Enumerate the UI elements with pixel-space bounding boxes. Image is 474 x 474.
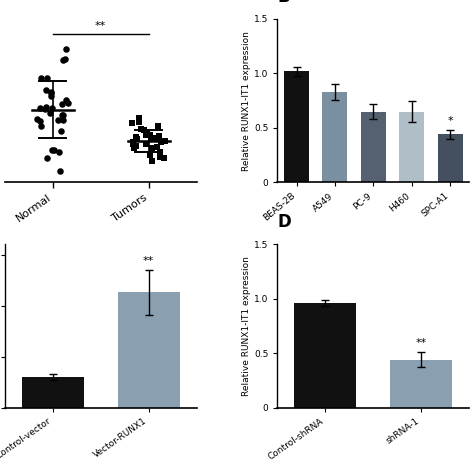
Y-axis label: Relative RUNX1-IT1 expression: Relative RUNX1-IT1 expression [242, 256, 251, 396]
Point [136, 115, 143, 122]
Point [157, 138, 165, 146]
Bar [294, 303, 356, 408]
Point [36, 104, 44, 112]
Point [147, 134, 155, 142]
Point [48, 104, 56, 111]
Point [59, 100, 66, 108]
Point [161, 137, 169, 145]
Bar [284, 71, 309, 182]
Point [155, 134, 162, 142]
Point [142, 131, 150, 139]
Point [43, 75, 50, 82]
Point [57, 127, 65, 135]
Point [44, 155, 51, 162]
Point [50, 146, 57, 154]
Y-axis label: Relative RUNX1-IT1 expression: Relative RUNX1-IT1 expression [242, 31, 251, 171]
Text: B: B [277, 0, 290, 6]
Point [146, 131, 154, 139]
Point [47, 90, 55, 97]
Point [140, 126, 147, 134]
Point [33, 115, 41, 123]
Point [136, 118, 143, 126]
Point [37, 74, 45, 82]
Point [59, 116, 67, 123]
Point [59, 56, 67, 64]
Point [62, 46, 70, 53]
Point [36, 118, 44, 125]
Point [132, 133, 140, 140]
Point [55, 116, 62, 124]
Point [129, 140, 137, 147]
Point [148, 157, 156, 164]
Point [156, 153, 164, 161]
Point [156, 154, 164, 161]
Point [144, 128, 151, 136]
Point [41, 105, 49, 113]
Text: **: ** [143, 256, 155, 266]
Point [55, 148, 63, 155]
Text: **: ** [416, 338, 427, 348]
Point [150, 134, 158, 142]
Point [153, 143, 160, 151]
Point [46, 109, 54, 117]
Point [59, 111, 67, 118]
Bar [118, 292, 180, 408]
Point [146, 151, 154, 158]
Bar [399, 111, 424, 182]
Bar [390, 360, 453, 408]
Point [48, 92, 55, 100]
Point [128, 119, 136, 127]
Point [48, 146, 55, 154]
Bar [361, 111, 386, 182]
Point [160, 155, 168, 162]
Point [142, 140, 150, 147]
Bar [438, 134, 463, 182]
Point [58, 111, 66, 119]
Text: **: ** [95, 21, 106, 31]
Point [61, 55, 68, 63]
Bar [21, 377, 84, 408]
Text: *: * [447, 116, 453, 126]
Point [156, 148, 164, 156]
Text: D: D [277, 213, 291, 231]
Point [42, 103, 50, 110]
Bar [322, 92, 347, 182]
Point [64, 100, 72, 107]
Point [42, 87, 50, 94]
Point [134, 136, 141, 143]
Point [154, 122, 162, 130]
Point [155, 132, 163, 139]
Point [56, 167, 64, 175]
Point [132, 142, 140, 149]
Point [47, 88, 55, 96]
Point [137, 125, 145, 133]
Point [37, 122, 45, 130]
Point [62, 96, 70, 104]
Point [129, 138, 137, 146]
Point [130, 144, 137, 152]
Point [149, 144, 156, 152]
